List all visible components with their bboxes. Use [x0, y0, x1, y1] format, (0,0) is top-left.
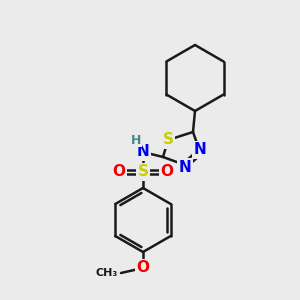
- Text: O: O: [112, 164, 125, 179]
- Text: O: O: [160, 164, 173, 179]
- Text: N: N: [136, 145, 149, 160]
- Text: S: S: [137, 164, 148, 179]
- Text: N: N: [194, 142, 206, 158]
- Text: O: O: [136, 260, 149, 275]
- Text: H: H: [131, 134, 141, 146]
- Text: N: N: [178, 160, 191, 175]
- Text: S: S: [163, 133, 173, 148]
- Text: CH₃: CH₃: [96, 268, 118, 278]
